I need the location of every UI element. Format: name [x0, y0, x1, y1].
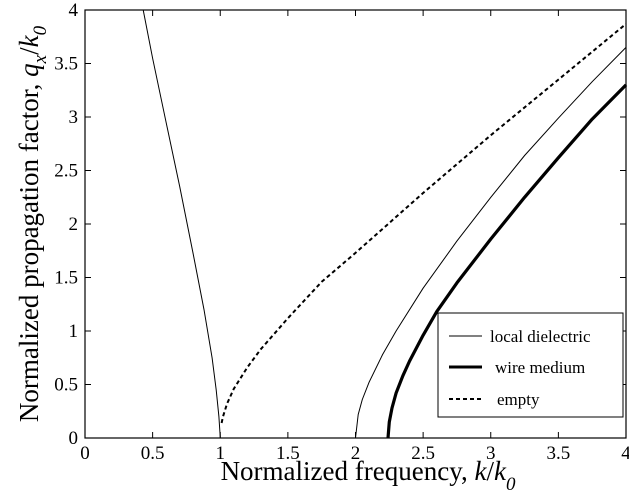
- y-axis-title: Normalized propagation factor, qx/k0: [14, 25, 51, 422]
- y-tick-label: 2.5: [54, 161, 78, 182]
- x-tick-label: 0.5: [141, 443, 165, 464]
- y-tick-label: 1.5: [54, 268, 78, 289]
- y-tick-label: 3: [69, 107, 79, 128]
- y-tick-label: 0: [69, 428, 79, 449]
- y-tick-label: 2: [69, 214, 79, 235]
- legend-label-wire-medium: wire medium: [495, 358, 585, 377]
- x-tick-label: 3.5: [547, 443, 571, 464]
- x-tick-label: 4: [621, 443, 629, 464]
- legend-label-empty: empty: [497, 390, 540, 409]
- y-tick-label: 4: [69, 0, 79, 21]
- x-tick-label: 2.5: [411, 443, 435, 464]
- x-tick-label: 0: [80, 443, 90, 464]
- legend-box: [437, 312, 624, 418]
- legend-label-local-dielectric: local dielectric: [490, 327, 591, 346]
- x-tick-label: 2: [351, 443, 361, 464]
- x-tick-label: 3: [486, 443, 496, 464]
- legend: local dielectric wire medium empty: [437, 312, 624, 418]
- series-line-local-dielectric-2: [355, 47, 627, 439]
- y-tick-label: 3.5: [54, 54, 78, 75]
- series-line-wire-medium-1: [386, 83, 628, 439]
- series-line-local-dielectric-1: [142, 9, 221, 439]
- y-tick-label: 1: [69, 321, 79, 342]
- series-layer: [142, 9, 628, 439]
- axis-tick-labels: 0 0.5 1 1.5 2 2.5 3 3.5 4 0 0.5 1 1.5 2 2.5 3 3.5 4: [54, 0, 629, 464]
- series-line-empty-1: [220, 23, 627, 424]
- y-tick-label: 0.5: [54, 375, 78, 396]
- x-tick-label: 1: [216, 443, 226, 464]
- x-axis-title: Normalized frequency, k/k0: [221, 456, 516, 495]
- x-tick-label: 1.5: [276, 443, 300, 464]
